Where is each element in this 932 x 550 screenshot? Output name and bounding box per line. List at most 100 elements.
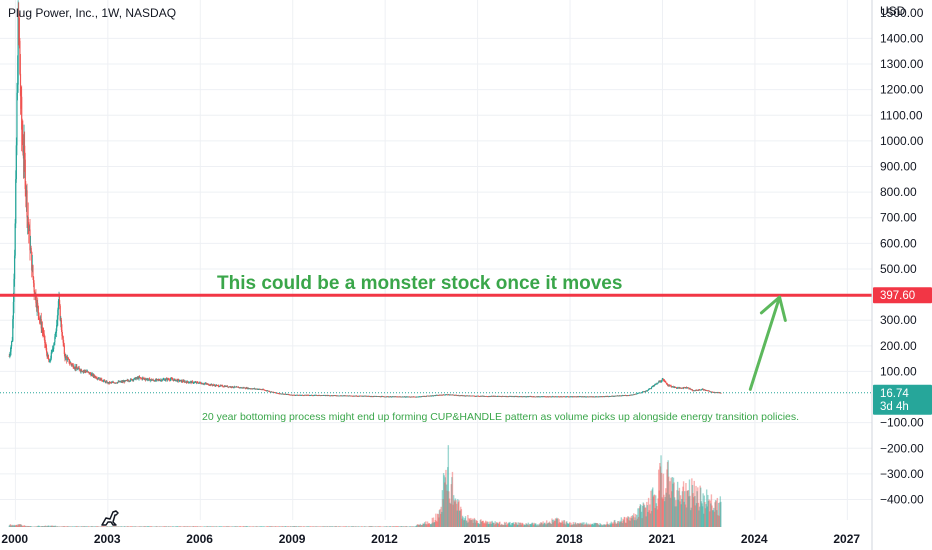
volume-bar bbox=[42, 526, 45, 527]
volume-bar bbox=[40, 526, 42, 527]
volume-bar bbox=[642, 502, 644, 527]
candle-body bbox=[133, 378, 135, 380]
volume-bar bbox=[256, 526, 259, 527]
candle-body bbox=[152, 379, 154, 381]
volume-bar bbox=[61, 526, 63, 527]
volume-bar bbox=[551, 519, 554, 527]
price-axis-panel[interactable] bbox=[872, 0, 932, 550]
volume-bar bbox=[215, 526, 218, 527]
volume-bar bbox=[322, 526, 324, 527]
volume-bar bbox=[628, 517, 631, 527]
volume-bar bbox=[587, 525, 589, 527]
volume-bar bbox=[91, 526, 93, 527]
volume-bar bbox=[582, 522, 584, 527]
volume-bar bbox=[608, 524, 611, 527]
volume-bar bbox=[543, 522, 546, 527]
note-annotation[interactable]: 20 year bottoming process might end up f… bbox=[202, 411, 799, 423]
volume-bar bbox=[596, 523, 598, 527]
volume-bar bbox=[493, 522, 495, 527]
volume-bar bbox=[521, 522, 524, 527]
volume-bar bbox=[83, 526, 85, 527]
volume-bar bbox=[612, 523, 615, 527]
volume-bar bbox=[384, 526, 386, 527]
volume-bar bbox=[659, 466, 662, 527]
volume-bar bbox=[491, 520, 493, 527]
volume-bar bbox=[329, 526, 332, 527]
volume-bar bbox=[406, 526, 408, 527]
volume-bar bbox=[672, 477, 675, 527]
volume-bar bbox=[618, 521, 621, 527]
symbol-title[interactable]: Plug Power, Inc., 1W, NASDAQ bbox=[8, 6, 176, 20]
candle-body bbox=[670, 385, 672, 387]
volume-bar bbox=[34, 526, 37, 527]
volume-bar bbox=[641, 518, 643, 527]
arrow-shaft bbox=[748, 295, 782, 391]
candle-body bbox=[52, 348, 54, 350]
y-tick-label: 1400.00 bbox=[880, 31, 924, 45]
dinosaur-logo-icon[interactable] bbox=[101, 510, 119, 526]
volume-bar bbox=[236, 526, 239, 527]
candle-body bbox=[658, 381, 660, 383]
candle-body bbox=[171, 378, 173, 380]
volume-bar bbox=[545, 524, 547, 527]
volume-bar bbox=[71, 526, 74, 527]
volume-bar bbox=[604, 525, 607, 527]
volume-bar bbox=[639, 506, 641, 527]
volume-bar bbox=[281, 526, 283, 527]
candle-body bbox=[59, 300, 61, 306]
volume-bar bbox=[221, 526, 223, 527]
volume-bar bbox=[619, 520, 621, 527]
volume-bar bbox=[358, 526, 360, 527]
volume-bar bbox=[100, 526, 102, 527]
volume-bar bbox=[712, 510, 714, 527]
volume-bar bbox=[334, 526, 336, 527]
candle-body bbox=[262, 389, 265, 390]
volume-bar bbox=[689, 495, 691, 527]
volume-bar bbox=[404, 526, 407, 527]
volume-bar bbox=[314, 526, 317, 527]
x-tick-label: 2015 bbox=[464, 532, 491, 546]
volume-bar bbox=[601, 525, 604, 527]
volume-bar bbox=[9, 524, 12, 527]
volume-bar bbox=[614, 522, 617, 527]
headline-annotation[interactable]: This could be a monster stock once it mo… bbox=[217, 273, 622, 294]
volume-bar bbox=[508, 522, 510, 527]
volume-bar bbox=[175, 526, 177, 527]
candle-body bbox=[30, 248, 32, 252]
volume-bar bbox=[417, 524, 419, 527]
trend-arrow[interactable] bbox=[748, 295, 787, 391]
volume-bar bbox=[464, 516, 467, 527]
volume-bar bbox=[242, 526, 244, 527]
candle-body bbox=[183, 380, 185, 382]
volume-bar bbox=[345, 526, 347, 527]
candle-body bbox=[50, 358, 52, 361]
volume-bar bbox=[42, 526, 44, 527]
volume-bar bbox=[121, 526, 123, 527]
volume-bar bbox=[720, 501, 722, 527]
volume-bar bbox=[297, 526, 300, 527]
volume-bar bbox=[511, 523, 513, 527]
volume-bar bbox=[174, 526, 176, 527]
volume-bar bbox=[451, 471, 454, 527]
candle-body bbox=[63, 345, 65, 354]
volume-bar bbox=[634, 514, 637, 527]
volume-bar bbox=[517, 522, 519, 527]
volume-bar bbox=[457, 502, 460, 527]
volume-bar bbox=[338, 526, 340, 527]
volume-bar bbox=[90, 526, 93, 527]
volume-bar bbox=[351, 526, 353, 527]
volume-bar bbox=[683, 501, 685, 527]
volume-bar bbox=[186, 526, 188, 527]
volume-bar bbox=[426, 521, 429, 527]
volume-bar bbox=[246, 526, 248, 527]
volume-bar bbox=[700, 487, 702, 527]
volume-bar bbox=[688, 479, 691, 527]
candle-body bbox=[17, 16, 19, 85]
volume-bar bbox=[317, 526, 319, 527]
volume-bar bbox=[43, 526, 45, 527]
volume-bar bbox=[524, 524, 526, 527]
volume-bar bbox=[483, 523, 485, 527]
volume-bar bbox=[495, 522, 498, 527]
volume-bar bbox=[322, 526, 324, 527]
